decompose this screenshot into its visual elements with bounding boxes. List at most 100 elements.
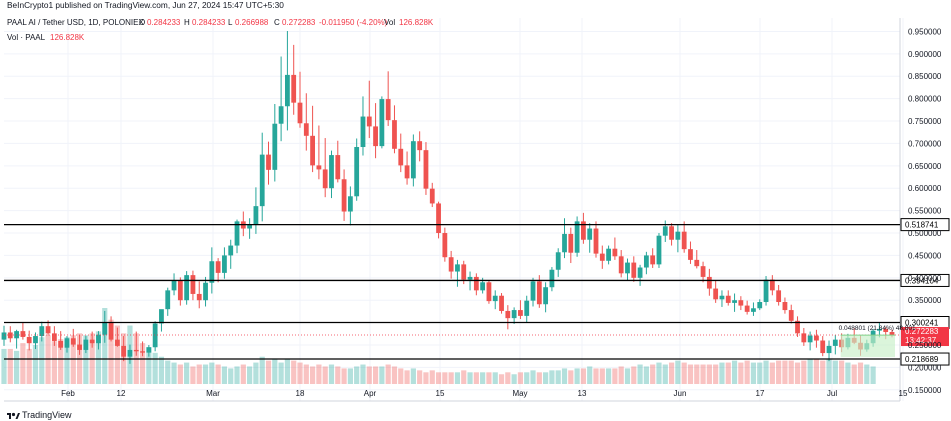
price-level-label: 0.300241 [905, 319, 939, 328]
candle-body [656, 235, 662, 265]
volume-bar [152, 352, 158, 384]
candle-body [429, 188, 435, 204]
candle-body [581, 221, 586, 240]
volume-bar [102, 308, 108, 384]
candle-body [253, 206, 259, 225]
candle-body [341, 179, 347, 212]
change-value: -0.011950 (-4.20%) [319, 18, 388, 27]
volume-bar [719, 362, 725, 384]
candle-body [310, 135, 315, 166]
candle-body [133, 349, 139, 352]
current-price-badge [901, 327, 949, 347]
volume-bar [366, 366, 372, 384]
volume-bar [713, 364, 719, 384]
candle-body [889, 332, 895, 336]
candle-body [146, 347, 152, 353]
candle-body [492, 295, 498, 302]
candle-body [379, 99, 385, 147]
candle-body [587, 228, 593, 240]
candle-body [650, 255, 656, 265]
volume-bar [631, 366, 637, 384]
candle-body [234, 221, 240, 246]
candle-body [511, 310, 517, 319]
y-axis-tick-label: 0.600000 [908, 184, 942, 193]
volume-bar [58, 339, 64, 384]
x-axis-tick-label: May [512, 389, 527, 398]
volume-bar [146, 346, 152, 384]
candle-body [593, 228, 599, 254]
candle-body [776, 290, 782, 303]
volume-indicator-value: 126.828K [50, 33, 85, 42]
candle-body [700, 266, 706, 277]
candle-body [121, 345, 127, 357]
volume-bar [1, 348, 7, 384]
volume-bar [385, 364, 391, 384]
candle-body [423, 150, 429, 189]
volume-bar [139, 343, 146, 384]
volume-bar [272, 358, 278, 384]
candle-body [272, 123, 278, 170]
candle-body [574, 221, 580, 253]
volume-bar [247, 366, 253, 384]
candle-body [442, 233, 448, 258]
candle-body [826, 345, 832, 354]
volume-bar [517, 372, 524, 384]
candle-body [410, 141, 416, 179]
symbol-label: PAAL AI / Tether USD, 1D, POLONIEX [7, 18, 144, 27]
y-axis-tick-label: 0.850000 [908, 72, 942, 81]
x-axis-tick-label: Apr [364, 389, 377, 398]
level-lines-layer: 0.518741 0.394104 0.300241 0.218689 0.272283… [4, 218, 950, 366]
candle-body [297, 102, 303, 124]
y-axis-tick-label: 0.650000 [908, 162, 942, 171]
candle-body [165, 290, 171, 310]
candle-body [322, 169, 328, 189]
x-axis-tick-label: 15 [899, 389, 908, 398]
candle-body [373, 126, 378, 147]
volume-bar [731, 360, 738, 384]
volume-bar [190, 366, 196, 384]
candle-body [108, 322, 114, 340]
volume-bar [259, 356, 265, 384]
volume-indicator-label: Vol · PAAL [7, 33, 46, 42]
volume-bar [171, 362, 177, 384]
volume-bar [322, 366, 328, 384]
volume-bar [750, 362, 757, 384]
candle-body [461, 264, 467, 280]
candle-body [524, 300, 530, 316]
y-axis-tick-label: 0.550000 [908, 207, 942, 216]
volume-bar [165, 360, 171, 384]
volume-bar [461, 370, 467, 384]
volume-bar [851, 364, 857, 384]
volume-bar [757, 362, 763, 384]
volume-bar [7, 348, 13, 384]
candle-body [140, 351, 145, 353]
candle-body [467, 276, 473, 280]
candle-body [102, 322, 108, 335]
vol-value: 126.828K [399, 18, 434, 27]
volume-bar [284, 358, 291, 384]
volume-bar [492, 372, 498, 384]
candle-body [725, 295, 731, 303]
bottom-axis-layer: Feb 12 Mar 18 Apr 15 May 13 Jun 17 Jul 15 [61, 389, 908, 398]
candle-body [203, 282, 208, 301]
measurement-label: 0.048801 (21.84%) 48,801 [839, 325, 916, 332]
volume-bar [637, 364, 643, 384]
header-info: BeInCrypto1 published on TradingView.com… [7, 0, 434, 42]
price-level-label-box [900, 352, 950, 366]
candle-body [480, 282, 486, 291]
volume-bar [391, 366, 398, 384]
candle-body [669, 226, 674, 240]
candle-body [385, 99, 391, 121]
volume-bar [234, 366, 240, 384]
volume-bar [95, 331, 102, 384]
volume-bar [870, 366, 876, 384]
volume-bar [788, 360, 794, 384]
volume-bar [593, 368, 599, 384]
price-level-label: 0.218689 [905, 355, 939, 364]
volume-bar [820, 360, 826, 384]
y-axis-tick-label: 0.400000 [908, 274, 942, 283]
volume-bar [694, 364, 700, 384]
volume-bar [435, 372, 442, 384]
volume-bar [423, 372, 429, 384]
volume-bar [776, 360, 782, 384]
